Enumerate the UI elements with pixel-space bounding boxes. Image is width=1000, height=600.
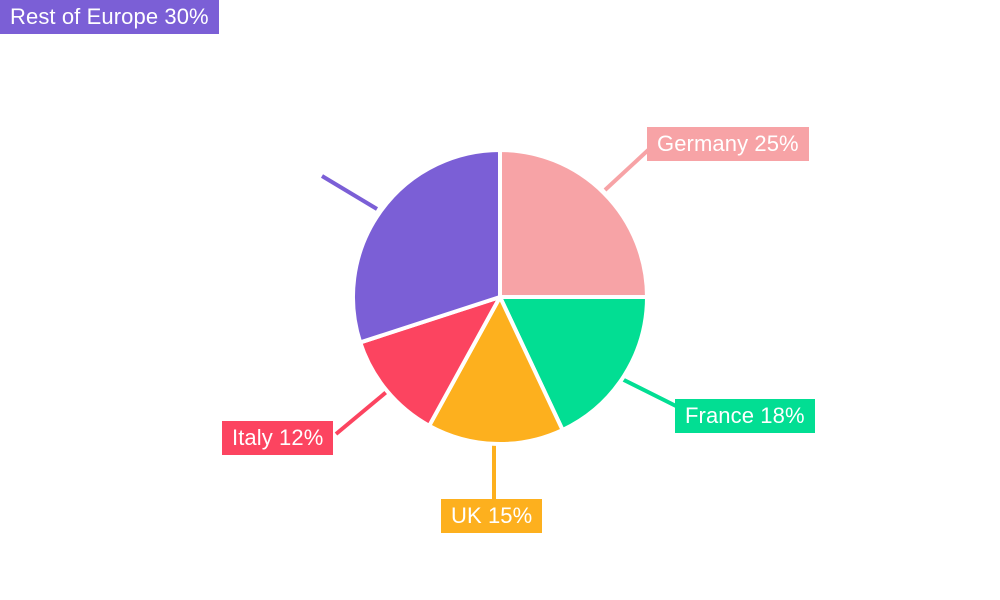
leader-line-rest-of-europe (320, 174, 379, 211)
pie-label-rest-of-europe: Rest of Europe 30% (0, 0, 219, 34)
pie-label-france: France 18% (675, 399, 815, 433)
pie-slice-group (351, 148, 649, 446)
pie-slice-rest-of-europe[interactable] (351, 148, 502, 345)
pie-label-uk: UK 15% (441, 499, 543, 533)
leader-line-italy (334, 387, 392, 436)
pie-label-germany: Germany 25% (647, 127, 809, 161)
pie-slice-uk[interactable] (427, 295, 565, 446)
pie-slice-france[interactable] (498, 295, 649, 433)
pie-slice-germany[interactable] (498, 148, 649, 299)
pie-slice-italy[interactable] (358, 295, 502, 428)
pie-label-italy: Italy 12% (222, 421, 334, 455)
